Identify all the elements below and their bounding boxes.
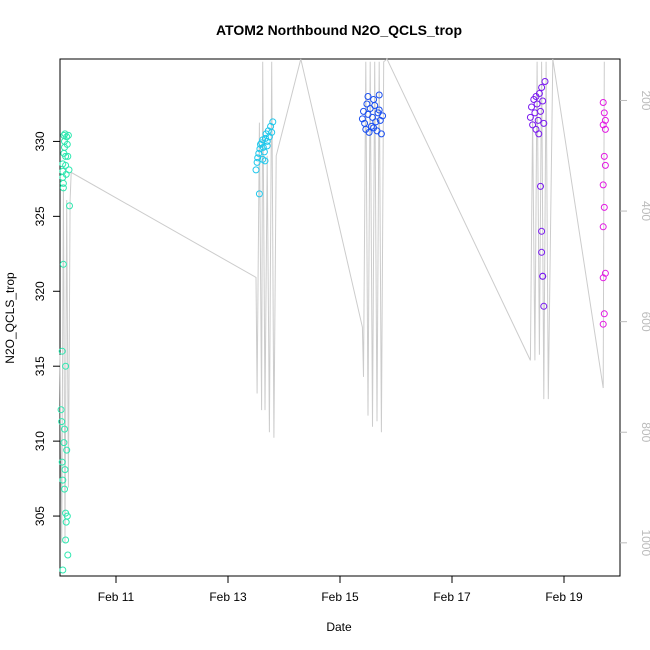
data-point <box>64 152 72 160</box>
y-tick-label: 320 <box>33 281 47 301</box>
data-point <box>599 320 607 328</box>
y-tick-label: 330 <box>33 131 47 151</box>
data-point <box>58 458 66 466</box>
data-point <box>57 406 65 414</box>
data-point <box>59 566 67 574</box>
axes: Feb 11 Feb 13 Feb 15 Feb 17 Feb 19 305 310 315 3… <box>33 90 650 604</box>
data-point <box>58 418 66 426</box>
data-point <box>599 99 607 106</box>
data-point <box>538 84 546 91</box>
data-point <box>539 272 547 280</box>
data-point <box>363 100 371 108</box>
data-point <box>59 476 67 484</box>
data-point <box>599 181 607 189</box>
data-point <box>62 362 70 370</box>
data-point <box>537 182 544 190</box>
data-point <box>255 190 263 198</box>
data-point <box>60 439 68 447</box>
data-point <box>529 121 537 129</box>
data-point <box>365 128 373 136</box>
data-point <box>62 161 70 169</box>
data-point <box>534 116 542 124</box>
y-tick-label: 310 <box>33 431 47 451</box>
y2-tick-label: 400 <box>639 201 650 221</box>
x-tick-label: Feb 13 <box>209 590 247 604</box>
x-tick-label: Feb 15 <box>321 590 359 604</box>
x-tick-label: Feb 19 <box>545 590 583 604</box>
x-tick-label: Feb 11 <box>98 590 135 604</box>
data-point <box>600 310 608 318</box>
data-point <box>64 131 72 139</box>
data-point <box>537 107 544 115</box>
data-point <box>66 202 73 210</box>
data-point <box>528 103 535 111</box>
x-tick-label: Feb 17 <box>433 590 471 604</box>
data-point <box>254 154 262 162</box>
data-point <box>269 118 277 126</box>
data-point <box>62 518 70 526</box>
data-point <box>259 143 267 151</box>
data-point <box>62 152 70 160</box>
y2-tick-label: 1000 <box>639 529 650 556</box>
data-point <box>600 203 608 211</box>
background-profile-lines <box>59 58 605 543</box>
data-point <box>538 248 546 256</box>
data-point <box>268 128 276 136</box>
data-point <box>63 140 71 148</box>
data-point <box>58 347 66 355</box>
data-point <box>364 93 372 100</box>
data-point <box>260 148 268 156</box>
data-point <box>535 130 543 138</box>
data-point <box>370 96 378 103</box>
data-point <box>532 93 540 100</box>
y-tick-label: 325 <box>33 206 47 226</box>
data-points <box>57 78 609 574</box>
data-point <box>538 227 546 235</box>
y2-tick-label: 600 <box>639 312 650 332</box>
data-point <box>599 274 607 282</box>
data-point <box>61 425 68 433</box>
data-point <box>540 119 548 127</box>
background-profile-line <box>59 58 605 543</box>
chart-title: ATOM2 Northbound N2O_QCLS_trop <box>216 22 462 38</box>
data-point <box>253 158 261 166</box>
data-point <box>61 466 69 474</box>
x-axis-label: Date <box>326 620 352 634</box>
data-point <box>379 112 387 120</box>
data-point <box>59 184 67 192</box>
y-tick-label: 315 <box>33 356 47 376</box>
data-point <box>65 166 73 174</box>
data-point <box>539 97 547 105</box>
data-point <box>372 118 380 126</box>
y-axis-label: N2O_QCLS_trop <box>3 272 17 364</box>
data-point <box>63 446 71 454</box>
data-point <box>261 157 269 165</box>
data-point <box>540 302 548 310</box>
data-point <box>533 100 541 108</box>
data-point <box>601 161 609 169</box>
y2-tick-label: 200 <box>639 90 650 110</box>
data-point <box>601 125 609 133</box>
data-point <box>63 133 71 141</box>
data-point <box>541 78 549 85</box>
data-point <box>263 142 271 150</box>
data-point <box>377 130 385 138</box>
data-point <box>252 166 260 174</box>
plot-frame <box>59 58 621 577</box>
data-point <box>600 152 608 160</box>
data-point <box>64 551 72 559</box>
data-point <box>59 179 67 187</box>
data-point <box>375 91 383 99</box>
data-point <box>369 113 376 121</box>
y2-tick-label: 800 <box>639 422 650 442</box>
data-point <box>61 485 68 493</box>
data-point <box>59 260 67 268</box>
data-point <box>526 113 534 121</box>
data-point <box>599 223 607 231</box>
data-point <box>375 106 383 114</box>
data-point <box>62 536 70 544</box>
data-point <box>600 109 608 117</box>
y-tick-label: 305 <box>33 506 47 526</box>
